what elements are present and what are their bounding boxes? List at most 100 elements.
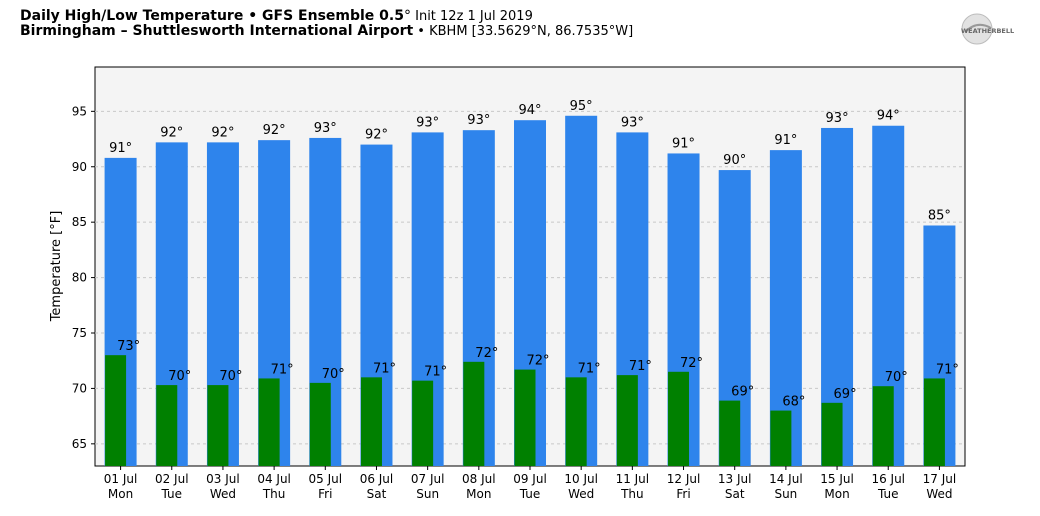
x-tick-date: 11 Jul — [616, 472, 650, 486]
high-value-label: 92° — [365, 128, 388, 143]
high-value-label: 94° — [877, 109, 900, 124]
low-bar — [105, 355, 127, 466]
low-value-label: 70° — [322, 367, 345, 382]
high-value-label: 91° — [672, 136, 695, 151]
x-tick-day: Sun — [774, 487, 797, 501]
x-tick-day: Fri — [318, 487, 332, 501]
low-bar — [923, 378, 945, 466]
y-tick-label: 90 — [72, 160, 87, 174]
high-value-label: 85° — [928, 208, 951, 223]
x-tick-date: 07 Jul — [411, 472, 445, 486]
x-tick-date: 06 Jul — [360, 472, 394, 486]
low-value-label: 68° — [782, 395, 805, 410]
high-value-label: 92° — [211, 125, 234, 140]
low-value-label: 70° — [168, 369, 191, 384]
low-bar — [719, 400, 741, 466]
low-value-label: 72° — [680, 356, 703, 371]
x-tick-date: 01 Jul — [104, 472, 138, 486]
low-bars — [105, 355, 945, 466]
high-value-label: 93° — [314, 121, 337, 136]
low-bar — [514, 369, 536, 466]
high-value-label: 93° — [621, 115, 644, 130]
high-value-label: 93° — [826, 111, 849, 126]
low-value-label: 71° — [629, 359, 652, 374]
low-value-label: 71° — [271, 362, 294, 377]
x-tick-day: Thu — [620, 487, 644, 501]
x-tick-day: Mon — [466, 487, 491, 501]
high-value-label: 93° — [467, 113, 490, 128]
x-tick-date: 16 Jul — [871, 472, 905, 486]
low-bar — [412, 380, 434, 466]
weatherbell-logo: WEATHERBELL — [961, 13, 1014, 45]
logo-text: WEATHERBELL — [961, 27, 1014, 35]
low-bar — [360, 377, 382, 466]
low-value-label: 70° — [219, 369, 242, 384]
high-value-label: 93° — [416, 115, 439, 130]
low-value-label: 71° — [936, 362, 959, 377]
low-bar — [770, 410, 792, 466]
x-tick-date: 17 Jul — [923, 472, 957, 486]
high-value-label: 91° — [774, 133, 797, 148]
low-bar — [872, 386, 894, 466]
y-tick-label: 85 — [72, 215, 87, 229]
x-tick-date: 02 Jul — [155, 472, 189, 486]
y-tick-label: 80 — [72, 271, 87, 285]
low-value-label: 71° — [578, 361, 601, 376]
high-value-label: 92° — [160, 125, 183, 140]
x-tick-day: Thu — [262, 487, 286, 501]
low-value-label: 70° — [885, 370, 908, 385]
low-value-label: 69° — [731, 385, 754, 400]
x-tick-date: 03 Jul — [206, 472, 240, 486]
low-value-label: 72° — [526, 354, 549, 369]
low-bar — [565, 377, 587, 466]
x-tick-date: 15 Jul — [820, 472, 854, 486]
high-value-label: 90° — [723, 153, 746, 168]
y-axis: 65 70 75 80 85 90 95 — [72, 104, 95, 451]
x-tick-date: 05 Jul — [309, 472, 343, 486]
low-bar — [156, 385, 178, 466]
x-tick-day: Wed — [210, 487, 236, 501]
x-tick-day: Mon — [824, 487, 849, 501]
x-tick-date: 13 Jul — [718, 472, 752, 486]
x-tick-date: 12 Jul — [667, 472, 701, 486]
y-tick-label: 75 — [72, 326, 87, 340]
x-tick-day: Fri — [676, 487, 690, 501]
low-bar — [207, 385, 229, 466]
x-tick-day: Sat — [725, 487, 745, 501]
x-tick-day: Mon — [108, 487, 133, 501]
low-bar — [616, 375, 638, 466]
low-bar — [821, 402, 843, 466]
x-tick-day: Wed — [926, 487, 952, 501]
x-tick-day: Wed — [568, 487, 594, 501]
x-tick-date: 14 Jul — [769, 472, 803, 486]
x-tick-day: Tue — [161, 487, 183, 501]
high-value-label: 92° — [263, 123, 286, 138]
y-tick-label: 65 — [72, 437, 87, 451]
x-tick-date: 10 Jul — [564, 472, 598, 486]
low-value-label: 72° — [475, 346, 498, 361]
low-bar — [309, 382, 331, 466]
low-value-label: 73° — [117, 339, 140, 354]
x-tick-day: Tue — [519, 487, 541, 501]
x-tick-date: 04 Jul — [257, 472, 291, 486]
x-tick-date: 09 Jul — [513, 472, 547, 486]
x-tick-day: Tue — [877, 487, 899, 501]
y-tick-label: 70 — [72, 381, 87, 395]
low-value-label: 71° — [424, 365, 447, 380]
low-bar — [463, 361, 485, 466]
low-bar — [258, 378, 280, 466]
x-tick-day: Sat — [367, 487, 387, 501]
data-labels: 91° 73° 92° 70° 92° 70° 92° 71° 93° 70° 92° 71° 93° 7… — [109, 99, 959, 410]
low-value-label: 69° — [834, 387, 857, 402]
high-value-label: 95° — [570, 99, 593, 114]
x-tick-date: 08 Jul — [462, 472, 496, 486]
x-tick-day: Sun — [416, 487, 439, 501]
y-tick-label: 95 — [72, 104, 87, 118]
chart-title: Daily High/Low Temperature • GFS Ensembl… — [20, 8, 533, 24]
high-value-label: 91° — [109, 141, 132, 156]
low-value-label: 71° — [373, 361, 396, 376]
chart-subtitle: Birmingham – Shuttlesworth International… — [20, 23, 634, 39]
y-axis-label: Temperature [°F] — [49, 211, 64, 323]
